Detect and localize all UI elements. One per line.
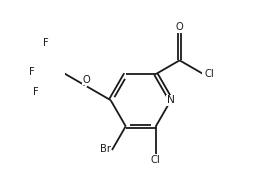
Text: Cl: Cl xyxy=(205,69,214,79)
Text: F: F xyxy=(33,87,39,97)
Text: F: F xyxy=(43,38,49,48)
Text: O: O xyxy=(176,22,184,32)
Text: N: N xyxy=(167,95,175,105)
Text: Cl: Cl xyxy=(151,155,161,165)
Text: O: O xyxy=(82,75,90,85)
Text: F: F xyxy=(29,67,35,77)
Text: Br: Br xyxy=(100,144,111,154)
